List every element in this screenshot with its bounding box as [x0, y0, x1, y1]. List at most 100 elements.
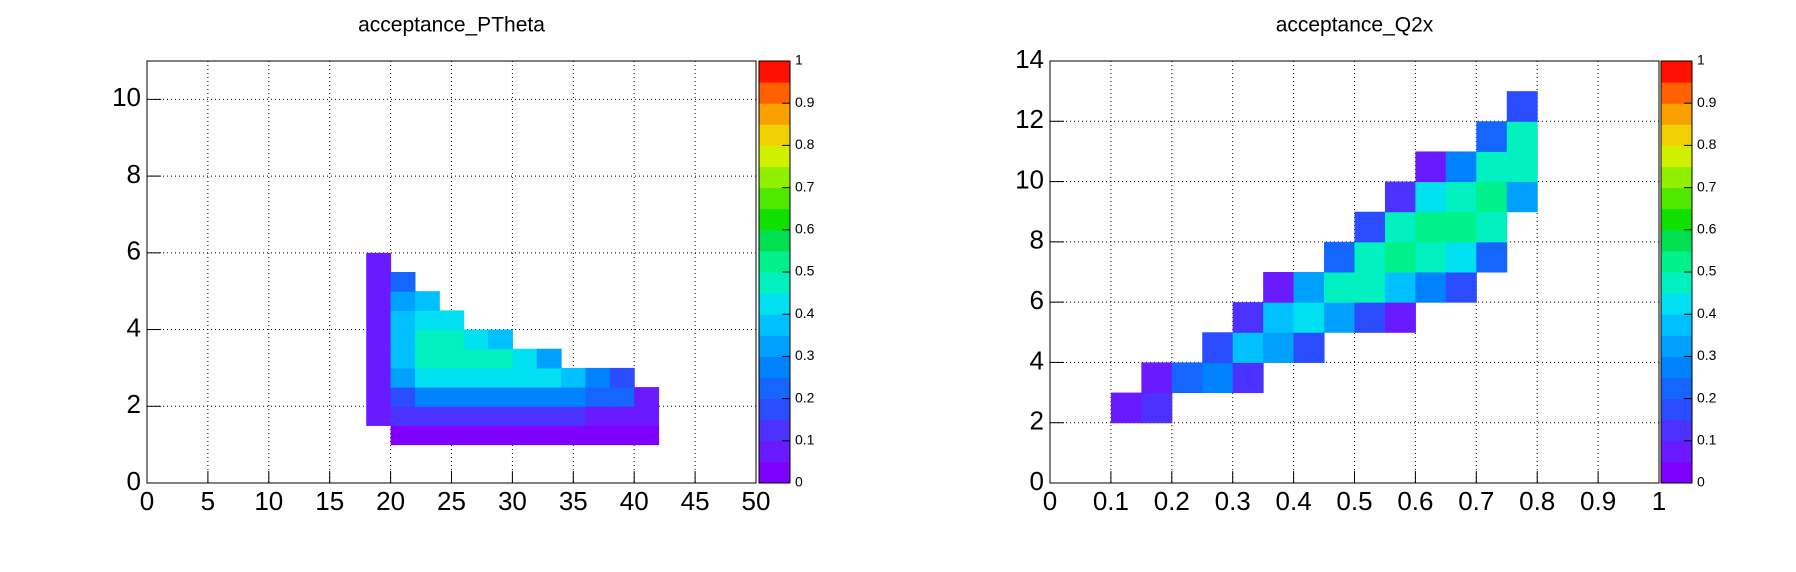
x-tick-label: 50 — [742, 486, 771, 516]
z-tick-label: 1 — [1697, 52, 1705, 68]
heat-cell — [512, 367, 538, 388]
color-scale-step — [759, 377, 790, 400]
heat-cell — [561, 387, 586, 407]
heat-cell — [1384, 241, 1416, 273]
color-scale-step — [759, 314, 790, 336]
heat-cell — [463, 367, 489, 388]
heat-cell — [609, 367, 635, 388]
heat-cell — [1293, 332, 1325, 363]
z-tick-label: 0.2 — [1697, 389, 1717, 405]
color-scale-step — [759, 61, 790, 83]
heat-cell — [634, 387, 660, 407]
heat-cell — [366, 348, 392, 369]
heat-cell — [1415, 272, 1447, 303]
z-tick-label: 0.8 — [795, 136, 815, 152]
z-tick-label: 0.3 — [1697, 347, 1717, 363]
heat-cell — [1202, 362, 1234, 394]
heat-cell — [536, 387, 562, 407]
heat-cell — [1141, 362, 1173, 394]
heat-cell — [609, 387, 635, 407]
x-tick-label: 40 — [620, 486, 649, 516]
x-tick-label: 0 — [1043, 486, 1057, 516]
color-scale-step — [759, 419, 790, 442]
color-scale-step — [1661, 293, 1692, 315]
heat-cell — [561, 406, 586, 426]
color-scale-step — [759, 461, 790, 484]
heat-cell — [463, 406, 489, 426]
heat-cell — [390, 425, 416, 446]
heat-cell — [512, 406, 538, 426]
heat-cell — [1476, 151, 1508, 183]
heat-cell — [585, 425, 611, 446]
color-scale-step — [759, 335, 790, 357]
color-scale-step — [759, 145, 790, 167]
heat-cell — [414, 406, 440, 426]
heat-cell — [1232, 302, 1264, 333]
z-tick-label: 0.2 — [795, 389, 815, 405]
color-scale-step — [1661, 440, 1692, 463]
z-tick-label: 0.6 — [795, 221, 815, 237]
heat-cell — [1354, 241, 1386, 273]
x-tick-label: 0.7 — [1458, 486, 1494, 516]
x-tick-label: 25 — [437, 486, 466, 516]
heat-cell — [366, 387, 392, 407]
chart-title: acceptance_PTheta — [358, 14, 545, 37]
x-tick-label: 0.2 — [1154, 486, 1190, 516]
z-tick-label: 0.1 — [795, 432, 815, 448]
heat-cell — [1476, 181, 1508, 213]
y-tick-label: 8 — [127, 159, 141, 189]
heat-cell — [488, 348, 513, 369]
heat-cell — [1384, 272, 1416, 303]
heat-cell — [1506, 91, 1538, 122]
heat-cell — [1384, 302, 1416, 333]
heat-cell — [561, 425, 586, 446]
heat-cell — [1293, 302, 1325, 333]
color-scale-step — [1661, 82, 1692, 104]
heat-cell — [512, 425, 538, 446]
heat-cell — [536, 406, 562, 426]
heat-cell — [1445, 272, 1477, 303]
heat-cell — [414, 348, 440, 369]
heat-cell — [585, 387, 611, 407]
color-scale-step — [1661, 419, 1692, 442]
heat-cell — [488, 367, 513, 388]
z-tick-label: 0.3 — [795, 347, 815, 363]
heat-cell — [1506, 181, 1538, 213]
z-tick-label: 0 — [795, 474, 803, 490]
heat-cell — [414, 291, 440, 311]
heat-cell — [366, 252, 392, 273]
heat-cell — [512, 387, 538, 407]
color-scale-step — [1661, 229, 1692, 252]
z-tick-label: 0.7 — [795, 178, 815, 194]
heat-cell — [390, 348, 416, 369]
color-scale-step — [1661, 103, 1692, 125]
heat-cell — [1354, 211, 1386, 243]
heat-cell — [536, 367, 562, 388]
heat-cell — [1476, 211, 1508, 243]
x-tick-label: 1 — [1652, 486, 1666, 516]
y-tick-label: 6 — [1030, 285, 1044, 315]
x-tick-label: 0.9 — [1580, 486, 1616, 516]
plot-border — [1049, 60, 1660, 484]
heat-cell — [1354, 272, 1386, 303]
x-tick-label: 0.4 — [1276, 486, 1312, 516]
heat-cell — [1384, 181, 1416, 213]
heat-cell — [585, 406, 611, 426]
z-tick-label: 1 — [795, 52, 803, 68]
heat-cell — [1384, 211, 1416, 243]
y-tick-label: 4 — [127, 312, 141, 342]
heat-cell — [1232, 332, 1264, 363]
z-tick-label: 0.4 — [795, 305, 815, 321]
x-tick-label: 15 — [315, 486, 344, 516]
heat-cell — [1263, 272, 1295, 303]
color-scale-step — [1661, 377, 1692, 400]
heat-cell — [1110, 392, 1142, 424]
color-scale-step — [759, 398, 790, 421]
y-tick-label: 2 — [1030, 406, 1044, 436]
x-tick-label: 5 — [201, 486, 215, 516]
color-scale-step — [759, 250, 790, 273]
heat-cell — [1324, 241, 1355, 273]
heat-cell — [439, 329, 465, 350]
heat-cell — [1476, 241, 1508, 273]
color-scale-step — [1661, 145, 1692, 167]
